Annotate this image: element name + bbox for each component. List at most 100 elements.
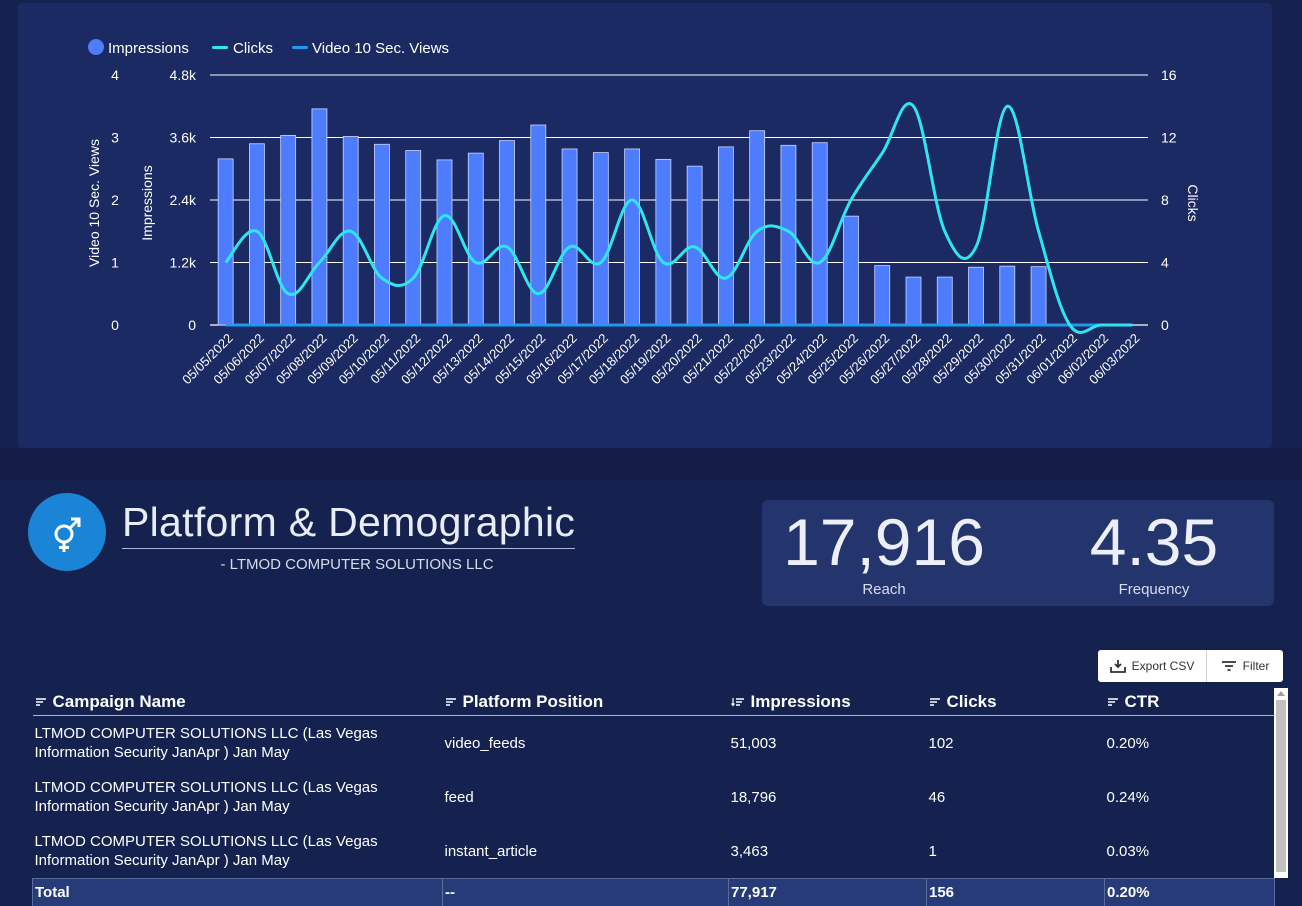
kpi-panel: 17,916 Reach 4.35 Frequency <box>762 500 1274 606</box>
y-tick-label-video-views: 2 <box>111 192 119 208</box>
filter-icon <box>1221 661 1236 671</box>
impressions-bars <box>217 108 1047 326</box>
impressions-bar[interactable] <box>624 148 640 326</box>
legend-impressions-marker <box>88 39 104 55</box>
cell-campaign-name: LTMOD COMPUTER SOLUTIONS LLC (Las Vegas … <box>34 779 378 815</box>
section-subtitle: - LTMOD COMPUTER SOLUTIONS LLC <box>220 556 494 573</box>
cell-clicks: 102 <box>928 734 954 752</box>
y-tick-label-clicks: 12 <box>1161 130 1177 146</box>
y-tick-label-video-views: 4 <box>111 67 119 83</box>
cell-platform-position: feed <box>444 788 474 806</box>
y-tick-label-clicks: 8 <box>1161 192 1169 208</box>
impressions-bar[interactable] <box>374 143 390 326</box>
impressions-bar[interactable] <box>561 148 578 326</box>
impressions-bar[interactable] <box>655 158 672 326</box>
total-ctr: 0.20% <box>1104 878 1275 906</box>
impressions-bar[interactable] <box>843 215 859 326</box>
y-tick-label-impressions: 3.6k <box>170 130 197 146</box>
cell-campaign-name: LTMOD COMPUTER SOLUTIONS LLC (Las Vegas … <box>34 833 378 869</box>
impressions-bar[interactable] <box>718 146 734 326</box>
column-header-clicks[interactable]: Clicks <box>926 688 1105 716</box>
y-tick-label-video-views: 3 <box>111 130 119 146</box>
impressions-bar[interactable] <box>280 135 297 326</box>
table-total-row: Total -- 77,917 156 0.20% <box>32 878 1275 906</box>
legend-clicks-label[interactable]: Clicks <box>233 40 273 57</box>
section-divider-band <box>0 448 1302 480</box>
total-clicks: 156 <box>926 878 1105 906</box>
clicks-line <box>224 102 1133 334</box>
legend-impressions-label[interactable]: Impressions <box>108 40 189 57</box>
sort-icon <box>35 698 46 706</box>
legend-video-views-label[interactable]: Video 10 Sec. Views <box>312 40 449 57</box>
column-header-platform-position[interactable]: Platform Position <box>442 688 729 716</box>
section-title: Platform & Demographic <box>122 498 576 549</box>
y-tick-label-impressions: 0 <box>188 317 196 333</box>
total-label: Total <box>32 878 443 906</box>
impressions-bar[interactable] <box>217 158 234 326</box>
impressions-bar[interactable] <box>874 265 891 326</box>
total-platform-position: -- <box>442 878 729 906</box>
cell-ctr: 0.20% <box>1106 734 1150 752</box>
cell-platform-position: video_feeds <box>444 734 526 752</box>
export-csv-button[interactable]: Export CSV <box>1098 650 1207 682</box>
chart-legend: Impressions Clicks Video 10 Sec. Views <box>88 39 449 57</box>
total-impressions: 77,917 <box>728 878 927 906</box>
impressions-bar[interactable] <box>311 108 328 326</box>
scroll-up-arrow-icon[interactable] <box>1277 691 1285 696</box>
y-tick-label-impressions: 2.4k <box>170 192 197 208</box>
column-header-ctr[interactable]: CTR <box>1104 688 1275 716</box>
impressions-bar[interactable] <box>1030 266 1047 326</box>
y-axis-title-impressions: Impressions <box>139 165 155 240</box>
cell-campaign-name: LTMOD COMPUTER SOLUTIONS LLC (Las Vegas … <box>34 725 378 761</box>
column-header-impressions[interactable]: Impressions <box>728 688 927 716</box>
cell-platform-position: instant_article <box>444 842 538 860</box>
y-tick-label-clicks: 16 <box>1161 67 1177 83</box>
impressions-bar[interactable] <box>499 140 515 326</box>
export-csv-label: Export CSV <box>1131 659 1195 673</box>
x-axis-date-labels: 05/05/202205/06/202205/07/202205/08/2022… <box>179 331 1142 388</box>
y-tick-label-video-views: 0 <box>111 317 119 333</box>
y-tick-label-impressions: 1.2k <box>170 255 197 271</box>
impressions-bar[interactable] <box>436 159 453 326</box>
kpi-reach-label: Reach <box>862 581 906 598</box>
kpi-frequency: 4.35 Frequency <box>1034 500 1274 598</box>
y-axis-title-clicks: Clicks <box>1185 184 1201 221</box>
y-tick-label-video-views: 1 <box>111 255 119 271</box>
filter-label: Filter <box>1242 659 1270 673</box>
cell-clicks: 46 <box>928 788 946 806</box>
cell-impressions: 3,463 <box>730 842 769 860</box>
download-icon <box>1109 660 1126 673</box>
table-row[interactable]: LTMOD COMPUTER SOLUTIONS LLC (Las Vegas … <box>33 824 1275 879</box>
platform-table: Campaign Name Platform Position Impressi… <box>32 688 1288 906</box>
sort-descending-icon <box>730 698 744 707</box>
kpi-frequency-value: 4.35 <box>1089 505 1219 579</box>
impressions-bar[interactable] <box>592 152 609 326</box>
y-tick-label-impressions: 4.8k <box>170 67 197 83</box>
table-row[interactable]: LTMOD COMPUTER SOLUTIONS LLC (Las Vegas … <box>33 770 1275 824</box>
scrollbar-thumb[interactable] <box>1276 700 1286 872</box>
impressions-bar[interactable] <box>905 276 922 326</box>
daily-performance-chart: Impressions Clicks Video 10 Sec. Views 0… <box>86 39 1201 388</box>
filter-button[interactable]: Filter <box>1207 650 1283 682</box>
kpi-reach-value: 17,916 <box>783 505 985 579</box>
column-header-campaign-name[interactable]: Campaign Name <box>32 688 443 716</box>
impressions-bar[interactable] <box>936 276 953 326</box>
sort-icon <box>1107 698 1118 706</box>
impressions-bar[interactable] <box>405 150 422 326</box>
cell-ctr: 0.03% <box>1106 842 1150 860</box>
table-row[interactable]: LTMOD COMPUTER SOLUTIONS LLC (Las Vegas … <box>33 716 1275 771</box>
kpi-reach: 17,916 Reach <box>764 500 1004 598</box>
impressions-bar[interactable] <box>811 142 828 326</box>
sort-icon <box>929 698 940 706</box>
table-header-row: Campaign Name Platform Position Impressi… <box>32 688 1275 716</box>
cell-clicks: 1 <box>928 842 937 860</box>
y-axis-title-video-views: Video 10 Sec. Views <box>86 139 102 267</box>
table-toolbar: Export CSV Filter <box>1098 650 1283 682</box>
impressions-bar[interactable] <box>999 265 1016 326</box>
table-scrollbar[interactable] <box>1274 688 1288 878</box>
impressions-bar[interactable] <box>467 152 484 326</box>
cell-impressions: 51,003 <box>730 734 777 752</box>
impressions-bar[interactable] <box>968 266 984 326</box>
cell-ctr: 0.24% <box>1106 788 1150 806</box>
